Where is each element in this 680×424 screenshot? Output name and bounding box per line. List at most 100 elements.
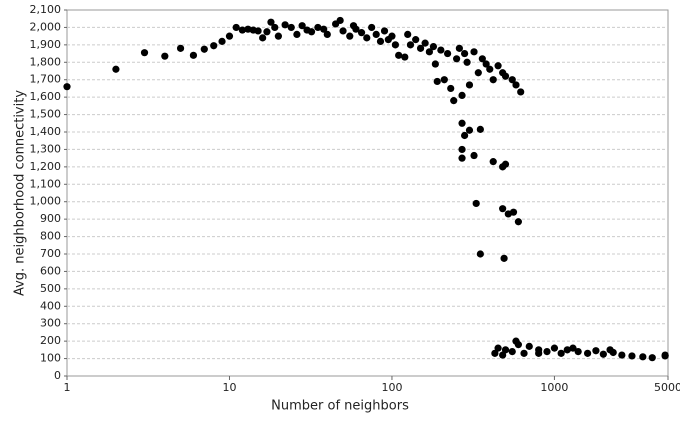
- plot-area: [66, 9, 669, 377]
- point: [421, 39, 429, 47]
- y-tick-label: 0: [54, 369, 61, 382]
- y-tick-label: 1,300: [30, 142, 62, 155]
- point: [512, 81, 520, 89]
- point: [501, 160, 510, 168]
- point: [437, 46, 445, 54]
- point: [232, 23, 240, 32]
- point: [391, 41, 399, 49]
- y-tick-label: 1,800: [30, 55, 62, 68]
- point: [476, 250, 484, 258]
- point: [140, 49, 149, 57]
- point: [307, 28, 316, 36]
- point: [395, 51, 403, 59]
- point: [583, 349, 592, 357]
- point: [271, 23, 279, 32]
- point: [429, 43, 438, 51]
- point: [440, 76, 448, 84]
- point: [500, 254, 508, 262]
- y-tick-label: 800: [40, 230, 61, 243]
- point: [458, 119, 466, 127]
- point: [508, 76, 516, 84]
- point: [368, 23, 376, 32]
- y-tick-label: 1,100: [30, 177, 62, 190]
- x-tick-label: 1: [64, 381, 71, 394]
- point: [489, 158, 497, 166]
- point: [599, 350, 607, 358]
- point: [376, 37, 385, 45]
- point: [501, 346, 510, 354]
- y-tick-label: 1,000: [30, 195, 62, 208]
- point: [525, 342, 533, 350]
- y-tick-label: 1,200: [30, 160, 62, 173]
- point: [543, 348, 551, 356]
- point: [557, 349, 565, 357]
- x-tick-label: 1000: [540, 381, 568, 394]
- point: [259, 34, 267, 42]
- point: [263, 28, 271, 36]
- point: [287, 23, 295, 32]
- y-tick-label: 600: [40, 264, 61, 277]
- point: [592, 347, 600, 355]
- point: [639, 353, 647, 361]
- point: [491, 349, 499, 357]
- point: [323, 30, 331, 38]
- point: [293, 30, 301, 38]
- point: [494, 62, 502, 70]
- y-tick-label: 2,100: [30, 3, 62, 16]
- point: [363, 34, 371, 42]
- point: [357, 29, 366, 37]
- point: [514, 341, 522, 349]
- point: [63, 83, 71, 91]
- y-tick-label: 2,000: [30, 20, 62, 33]
- point: [416, 44, 425, 52]
- y-tick-label: 100: [40, 352, 61, 365]
- y-axis-label: Avg. neighborhood connectivity: [13, 90, 28, 296]
- x-tick-label: 5000: [654, 381, 680, 394]
- point: [218, 37, 226, 45]
- point: [574, 348, 582, 356]
- point: [476, 125, 484, 133]
- point: [461, 131, 469, 140]
- point: [458, 145, 466, 154]
- point: [606, 346, 614, 354]
- point: [509, 208, 518, 216]
- point: [267, 18, 275, 26]
- point: [447, 84, 455, 93]
- point: [661, 351, 669, 359]
- point: [388, 32, 396, 40]
- y-tick-label: 700: [40, 247, 61, 260]
- point: [200, 45, 208, 53]
- y-tick-label: 500: [40, 282, 61, 295]
- point: [433, 77, 441, 86]
- point: [563, 346, 571, 354]
- point: [465, 126, 474, 134]
- point: [380, 27, 389, 35]
- point: [628, 352, 636, 360]
- point: [225, 32, 234, 40]
- point: [450, 97, 458, 105]
- y-tick-label: 400: [40, 299, 61, 312]
- y-tick-label: 1,900: [30, 38, 62, 51]
- x-tick-label: 100: [381, 381, 402, 394]
- point: [463, 58, 471, 66]
- point: [298, 22, 306, 30]
- point: [431, 60, 439, 68]
- point: [569, 344, 577, 352]
- point: [443, 49, 452, 58]
- point: [453, 55, 461, 63]
- point: [281, 21, 289, 29]
- point: [508, 348, 516, 356]
- y-tick-label: 1,400: [30, 125, 62, 138]
- point: [404, 30, 412, 38]
- point: [618, 351, 626, 359]
- point: [458, 154, 466, 162]
- point: [470, 151, 478, 160]
- point: [472, 199, 480, 208]
- point: [501, 72, 510, 80]
- point: [352, 25, 360, 33]
- point: [461, 49, 469, 58]
- point: [489, 76, 497, 84]
- point: [189, 51, 198, 59]
- point: [320, 25, 328, 33]
